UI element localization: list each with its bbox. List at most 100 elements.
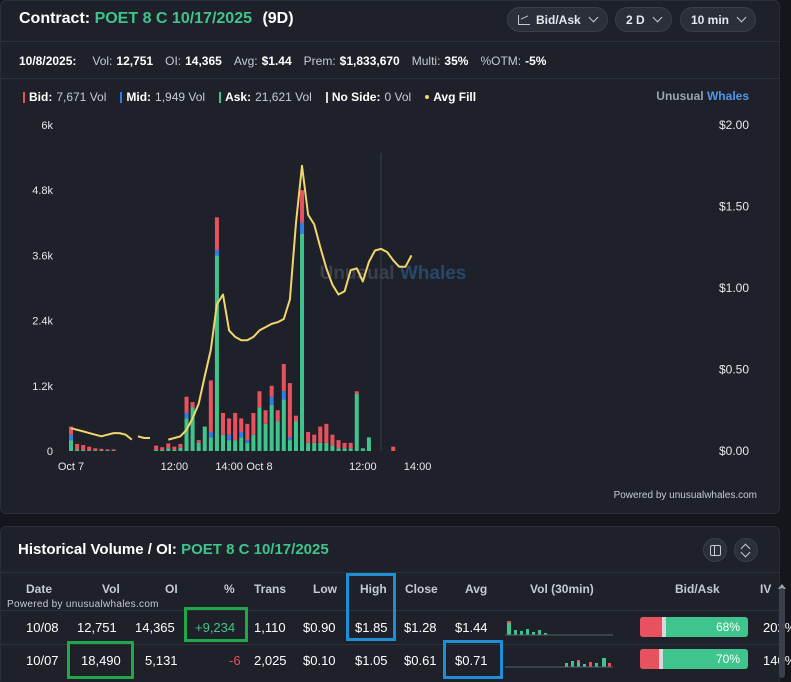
volume-bar-bid[interactable] bbox=[221, 412, 225, 435]
col-low[interactable]: Low bbox=[313, 582, 337, 596]
volume-bar-bid[interactable] bbox=[93, 448, 98, 451]
volume-bar-bid[interactable] bbox=[111, 449, 116, 451]
volume-bar-bid[interactable] bbox=[233, 412, 238, 441]
volume-bar-ask[interactable] bbox=[293, 421, 298, 451]
volume-bar-ask[interactable] bbox=[324, 442, 329, 451]
legend-noside[interactable]: No Side: 0 Vol bbox=[325, 90, 411, 104]
volume-bar-ask[interactable] bbox=[190, 407, 195, 451]
col-iv[interactable]: IV bbox=[760, 582, 772, 596]
volume-bar-ask[interactable] bbox=[275, 421, 280, 451]
expand-button[interactable] bbox=[734, 538, 758, 562]
volume-bar-bid[interactable] bbox=[99, 448, 104, 451]
volume-bar-ask[interactable] bbox=[208, 437, 213, 451]
volume-bar-ask[interactable] bbox=[81, 449, 86, 451]
volume-bar-ask[interactable] bbox=[214, 255, 219, 451]
volume-bar-ask[interactable] bbox=[202, 426, 207, 451]
col-vol[interactable]: Vol bbox=[102, 582, 120, 596]
brand-logo[interactable]: Unusual Whales bbox=[656, 89, 749, 103]
volume-bar-bid[interactable] bbox=[184, 396, 189, 413]
volume-bar-bid[interactable] bbox=[251, 412, 256, 435]
volume-bar-ask[interactable] bbox=[306, 442, 311, 451]
volume-bar-ask[interactable] bbox=[87, 450, 92, 451]
volume-bar-bid[interactable] bbox=[354, 391, 359, 394]
volume-bar-mid[interactable] bbox=[239, 431, 244, 438]
volume-bar-ask[interactable] bbox=[166, 448, 171, 451]
volume-bar-ask[interactable] bbox=[300, 233, 305, 451]
scroll-up-icon[interactable] bbox=[778, 584, 786, 589]
volume-bar-ask[interactable] bbox=[257, 407, 262, 451]
volume-bar-ask[interactable] bbox=[312, 442, 317, 451]
volume-bar-bid[interactable] bbox=[275, 410, 280, 422]
volume-bar-ask[interactable] bbox=[160, 449, 165, 451]
volume-bar-ask[interactable] bbox=[99, 450, 104, 451]
volume-bar-ask[interactable] bbox=[184, 418, 189, 451]
legend-mid[interactable]: Mid: 1,949 Vol bbox=[120, 90, 205, 104]
volume-bar-bid[interactable] bbox=[336, 440, 341, 449]
volume-bar-ask[interactable] bbox=[69, 440, 73, 451]
col-oi[interactable]: OI bbox=[165, 582, 178, 596]
volume-bar-mid[interactable] bbox=[69, 434, 73, 441]
columns-button[interactable] bbox=[703, 538, 727, 562]
volume-bar-bid[interactable] bbox=[227, 418, 232, 435]
volume-bar-mid[interactable] bbox=[281, 391, 286, 400]
volume-bar-mid[interactable] bbox=[214, 249, 219, 256]
range-dropdown[interactable]: 2 D bbox=[615, 7, 672, 32]
volume-bar-bid[interactable] bbox=[281, 364, 286, 392]
volume-bar-bid[interactable] bbox=[69, 426, 73, 435]
interval-dropdown[interactable]: 10 min bbox=[680, 7, 757, 32]
volume-bar-bid[interactable] bbox=[160, 447, 165, 450]
volume-bar-ask[interactable] bbox=[330, 445, 335, 451]
volume-bar-ask[interactable] bbox=[366, 437, 371, 451]
volume-bar-bid[interactable] bbox=[239, 418, 244, 432]
volume-bar-bid[interactable] bbox=[172, 446, 177, 450]
volume-bar-bid[interactable] bbox=[245, 423, 250, 441]
legend-ask[interactable]: Ask: 21,621 Vol bbox=[219, 90, 312, 104]
col-high[interactable]: High bbox=[360, 582, 387, 596]
volume-bar-bid[interactable] bbox=[154, 445, 159, 450]
volume-bar-bid[interactable] bbox=[391, 446, 396, 451]
volume-bar-bid[interactable] bbox=[257, 391, 262, 408]
volume-bar-ask[interactable] bbox=[196, 442, 201, 451]
col-trans[interactable]: Trans bbox=[254, 582, 287, 596]
volume-bar-bid[interactable] bbox=[263, 410, 268, 424]
volume-bar-ask[interactable] bbox=[269, 404, 274, 451]
volume-bar-bid[interactable] bbox=[306, 431, 311, 443]
col-date[interactable]: Date bbox=[26, 582, 53, 596]
volume-bar-ask[interactable] bbox=[227, 440, 232, 451]
volume-bar-ask[interactable] bbox=[178, 447, 183, 451]
volume-bar-mid[interactable] bbox=[227, 434, 232, 441]
volume-bar-bid[interactable] bbox=[348, 442, 353, 449]
volume-bar-mid[interactable] bbox=[184, 412, 189, 419]
volume-bar-ask[interactable] bbox=[233, 440, 238, 451]
volume-bar-mid[interactable] bbox=[245, 440, 250, 443]
volume-bar-ask[interactable] bbox=[251, 434, 256, 451]
volume-bar-ask[interactable] bbox=[281, 399, 286, 451]
volume-bar-ask[interactable] bbox=[75, 449, 80, 451]
volume-bar-bid[interactable] bbox=[196, 440, 201, 443]
volume-bar-ask[interactable] bbox=[105, 450, 110, 451]
volume-bar-ask[interactable] bbox=[360, 448, 365, 451]
col-close[interactable]: Close bbox=[405, 582, 438, 596]
volume-bar-bid[interactable] bbox=[214, 217, 219, 250]
volume-bar-bid[interactable] bbox=[324, 423, 329, 443]
mode-dropdown[interactable]: Bid/Ask bbox=[507, 7, 608, 32]
table-scrollbar[interactable] bbox=[779, 588, 785, 678]
volume-bar-ask[interactable] bbox=[221, 434, 225, 451]
volume-bar-bid[interactable] bbox=[293, 415, 298, 422]
volume-bar-bid[interactable] bbox=[105, 449, 110, 451]
volume-bar-bid[interactable] bbox=[287, 383, 292, 438]
col-oi-change[interactable]: % bbox=[224, 582, 235, 596]
col-avg[interactable]: Avg bbox=[465, 582, 488, 596]
volume-bar-bid[interactable] bbox=[75, 443, 80, 450]
volume-bar-bid[interactable] bbox=[330, 434, 335, 446]
volume-bar-mid[interactable] bbox=[208, 431, 213, 438]
volume-bar-ask[interactable] bbox=[263, 423, 268, 451]
volume-bar-ask[interactable] bbox=[318, 442, 323, 451]
volume-bar-ask[interactable] bbox=[172, 449, 177, 451]
volume-bar-bid[interactable] bbox=[312, 434, 317, 443]
legend-avg-fill[interactable]: Avg Fill bbox=[425, 90, 476, 104]
volume-bar-bid[interactable] bbox=[81, 445, 86, 450]
volume-bar-ask[interactable] bbox=[336, 448, 341, 451]
col-bid-ask[interactable]: Bid/Ask bbox=[675, 582, 720, 596]
volume-bar-mid[interactable] bbox=[269, 396, 274, 405]
